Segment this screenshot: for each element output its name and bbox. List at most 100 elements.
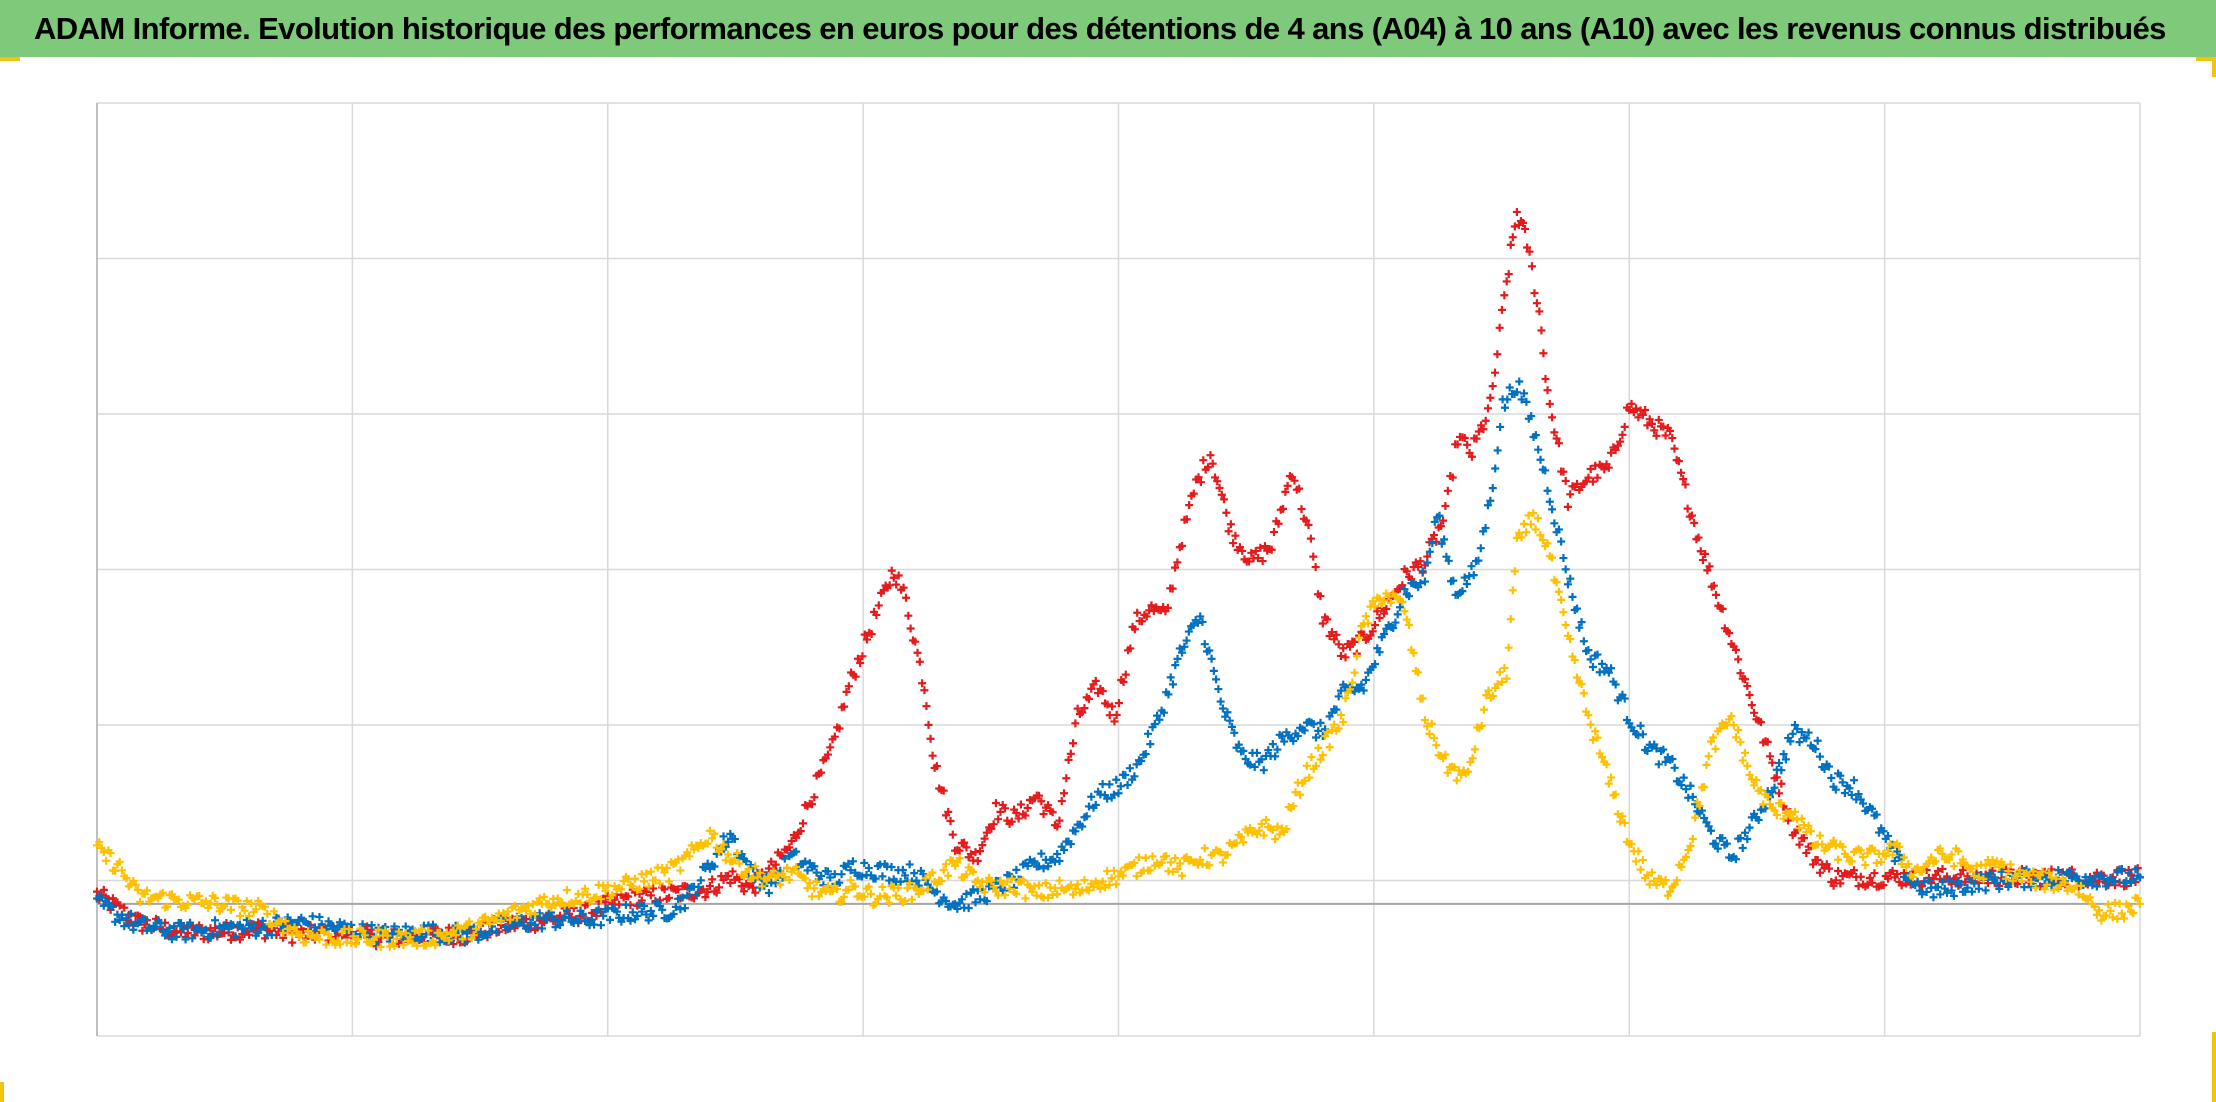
point-s1-490: [1205, 646, 1214, 655]
point-s0-305: [785, 843, 794, 852]
point-s2-701: [1684, 846, 1693, 855]
point-s2-318: [814, 892, 823, 901]
point-s0-452: [1119, 677, 1128, 686]
point-s1-772: [1849, 776, 1858, 785]
point-s2-412: [1028, 887, 1037, 896]
point-s0-446: [1105, 711, 1114, 720]
point-s2-658: [1586, 720, 1595, 729]
point-s2-135: [399, 940, 408, 949]
point-s0-781: [1868, 878, 1877, 887]
point-s0-633: [1535, 307, 1544, 316]
point-s1-361: [912, 876, 921, 885]
point-s1-612: [1483, 501, 1492, 510]
point-s2-721: [1729, 721, 1738, 730]
point-s1-867: [2065, 867, 2074, 876]
corner-accent-top-right: [2196, 57, 2216, 61]
point-s1-58: [224, 924, 233, 933]
point-s0-67: [245, 930, 254, 939]
point-s0-706: [1698, 556, 1707, 565]
point-s0-250: [660, 885, 669, 894]
point-s1-207: [562, 906, 571, 915]
point-s1-413: [1030, 857, 1039, 866]
point-s0-749: [1795, 840, 1804, 849]
point-s2-430: [1069, 890, 1078, 899]
point-s0-337: [858, 652, 867, 661]
point-s0-493: [1215, 484, 1224, 493]
point-s1-883: [2101, 882, 2110, 891]
point-s2-432: [1073, 880, 1082, 889]
point-s0-496: [1222, 508, 1231, 517]
point-s0-488: [1204, 463, 1213, 472]
point-s0-715: [1718, 604, 1727, 613]
point-s1-882: [2099, 874, 2108, 883]
point-s1-143: [417, 932, 426, 941]
point-s1-95: [308, 912, 317, 921]
point-s0-559: [1366, 631, 1375, 640]
point-s2-169: [476, 919, 485, 928]
point-s2-206: [560, 901, 569, 910]
point-s2-328: [837, 897, 846, 906]
point-s2-513: [1257, 820, 1266, 829]
point-s2-624: [1508, 586, 1517, 595]
point-s2-828: [1972, 861, 1981, 870]
point-s2-726: [1741, 748, 1750, 757]
point-s2-52: [211, 893, 220, 902]
point-s0-331: [844, 682, 853, 691]
point-s2-743: [1779, 814, 1788, 823]
point-s2-790: [1886, 839, 1895, 848]
point-s1-244: [646, 906, 655, 915]
point-s2-645: [1557, 595, 1566, 604]
point-s2-143: [417, 924, 426, 933]
point-s2-17: [131, 880, 140, 889]
point-s0-608: [1479, 425, 1488, 434]
point-s0-762: [1825, 864, 1834, 873]
point-s1-255: [671, 902, 680, 911]
point-s0-315: [808, 800, 817, 809]
point-s2-227: [608, 891, 617, 900]
point-s1-258: [678, 893, 687, 902]
point-s0-477: [1178, 542, 1187, 551]
point-s0-392: [982, 828, 991, 837]
point-s1-630: [1527, 412, 1536, 421]
point-s1-548: [1336, 686, 1345, 695]
point-s2-789: [1884, 846, 1893, 855]
point-s1-448: [1109, 790, 1118, 799]
point-s2-462: [1141, 853, 1150, 862]
point-s1-837: [1997, 867, 2006, 876]
point-s2-582: [1414, 668, 1423, 677]
point-s1-740: [1777, 766, 1786, 775]
point-s2-365: [921, 874, 930, 883]
point-s1-625: [1515, 377, 1524, 386]
point-s0-786: [1879, 881, 1888, 890]
point-s0-718: [1725, 629, 1734, 638]
point-s1-241: [640, 901, 649, 910]
point-s0-775: [1854, 882, 1863, 891]
point-s2-897: [2129, 909, 2138, 918]
point-s1-565: [1375, 648, 1384, 657]
point-s2-424: [1055, 876, 1064, 885]
point-s1-130: [388, 929, 397, 938]
point-s2-576: [1400, 607, 1409, 616]
point-s0-601: [1463, 440, 1472, 449]
point-s2-375: [944, 871, 953, 880]
point-s2-617: [1493, 680, 1502, 689]
point-s2-441: [1094, 879, 1103, 888]
point-s2-474: [1168, 867, 1177, 876]
point-s0-629: [1525, 247, 1534, 256]
point-s1-468: [1155, 715, 1164, 724]
point-s0-725: [1741, 675, 1750, 684]
point-s2-700: [1682, 853, 1690, 862]
point-s2-322: [823, 881, 832, 890]
point-s0-363: [918, 679, 927, 688]
point-s2-265: [694, 843, 703, 852]
point-s0-681: [1643, 421, 1652, 430]
point-s0-646: [1563, 502, 1572, 511]
point-s1-803: [1920, 878, 1929, 887]
point-s0-773: [1849, 866, 1858, 875]
point-s2-423: [1053, 890, 1062, 899]
point-s2-786: [1877, 857, 1886, 866]
point-s1-592: [1437, 539, 1446, 548]
point-s0-686: [1654, 415, 1663, 424]
point-s1-665: [1607, 664, 1616, 673]
series-1: [93, 377, 2144, 947]
